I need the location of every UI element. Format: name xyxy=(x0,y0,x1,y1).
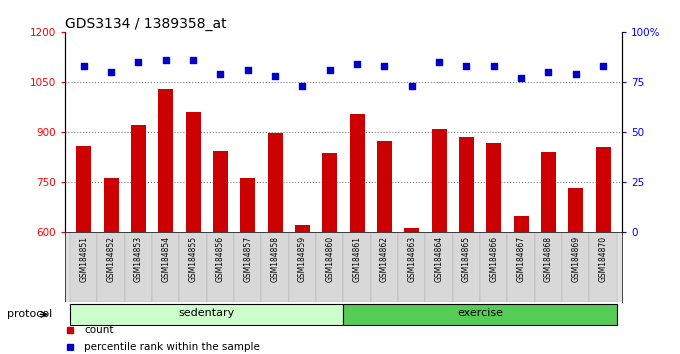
Bar xyxy=(371,232,398,302)
Text: GSM184864: GSM184864 xyxy=(435,236,443,282)
Bar xyxy=(590,232,617,302)
Point xyxy=(133,59,144,65)
Bar xyxy=(76,146,91,232)
Text: GSM184857: GSM184857 xyxy=(243,236,252,282)
Bar xyxy=(343,232,371,302)
Point xyxy=(270,73,281,79)
Bar xyxy=(158,88,173,232)
Point xyxy=(543,69,554,75)
Text: GSM184868: GSM184868 xyxy=(544,236,553,282)
Text: sedentary: sedentary xyxy=(179,308,235,318)
Text: GSM184856: GSM184856 xyxy=(216,236,225,282)
Bar xyxy=(453,232,480,302)
Text: GSM184855: GSM184855 xyxy=(188,236,198,282)
Bar xyxy=(562,232,590,302)
Text: GSM184854: GSM184854 xyxy=(161,236,170,282)
Bar xyxy=(124,232,152,302)
Bar xyxy=(513,216,528,232)
Bar xyxy=(432,129,447,232)
Bar xyxy=(480,232,507,302)
Point xyxy=(571,71,581,77)
Text: GSM184860: GSM184860 xyxy=(325,236,335,282)
Text: GSM184859: GSM184859 xyxy=(298,236,307,282)
Bar xyxy=(180,232,207,302)
Bar xyxy=(70,304,343,325)
Point xyxy=(461,63,472,69)
Point xyxy=(297,83,308,89)
Point xyxy=(105,69,116,75)
Bar xyxy=(459,137,474,232)
Text: GSM184863: GSM184863 xyxy=(407,236,416,282)
Bar xyxy=(131,125,146,232)
Text: percentile rank within the sample: percentile rank within the sample xyxy=(84,342,260,352)
Bar xyxy=(507,232,534,302)
Text: exercise: exercise xyxy=(457,308,503,318)
Bar xyxy=(322,153,337,232)
Point xyxy=(215,71,226,77)
Bar xyxy=(398,232,426,302)
Text: protocol: protocol xyxy=(7,309,52,319)
Bar xyxy=(486,143,501,232)
Bar xyxy=(213,151,228,232)
Text: GSM184853: GSM184853 xyxy=(134,236,143,282)
Point xyxy=(598,63,609,69)
Text: GSM184866: GSM184866 xyxy=(489,236,498,282)
Point xyxy=(379,63,390,69)
Bar xyxy=(267,133,283,232)
Bar xyxy=(240,178,255,232)
Bar xyxy=(70,232,97,302)
Bar xyxy=(295,225,310,232)
Bar xyxy=(152,232,180,302)
Bar xyxy=(541,152,556,232)
Text: GSM184858: GSM184858 xyxy=(271,236,279,282)
Bar xyxy=(261,232,289,302)
Bar xyxy=(426,232,453,302)
Bar xyxy=(568,188,583,232)
Bar xyxy=(404,228,420,232)
Point xyxy=(488,63,499,69)
Bar xyxy=(534,232,562,302)
Bar xyxy=(234,232,261,302)
Point xyxy=(406,83,417,89)
Text: GSM184867: GSM184867 xyxy=(517,236,526,282)
Point xyxy=(434,59,445,65)
Point xyxy=(160,57,171,63)
Text: GSM184870: GSM184870 xyxy=(598,236,607,282)
Bar xyxy=(350,114,364,232)
Text: GSM184865: GSM184865 xyxy=(462,236,471,282)
Point xyxy=(324,67,335,73)
Bar xyxy=(186,112,201,232)
Bar xyxy=(103,178,118,232)
Bar xyxy=(97,232,124,302)
Bar xyxy=(343,304,617,325)
Text: GSM184862: GSM184862 xyxy=(380,236,389,282)
Point xyxy=(515,75,526,81)
Text: GSM184861: GSM184861 xyxy=(352,236,362,282)
Text: GSM184851: GSM184851 xyxy=(80,236,88,282)
Text: count: count xyxy=(84,325,114,335)
Point xyxy=(78,63,89,69)
Text: GSM184869: GSM184869 xyxy=(571,236,580,282)
Point xyxy=(352,61,362,67)
Bar xyxy=(316,232,343,302)
Bar xyxy=(377,141,392,232)
Bar xyxy=(596,147,611,232)
Point xyxy=(188,57,199,63)
Text: GDS3134 / 1389358_at: GDS3134 / 1389358_at xyxy=(65,17,226,31)
Bar xyxy=(207,232,234,302)
Bar xyxy=(289,232,316,302)
Text: GSM184852: GSM184852 xyxy=(107,236,116,282)
Point xyxy=(242,67,253,73)
